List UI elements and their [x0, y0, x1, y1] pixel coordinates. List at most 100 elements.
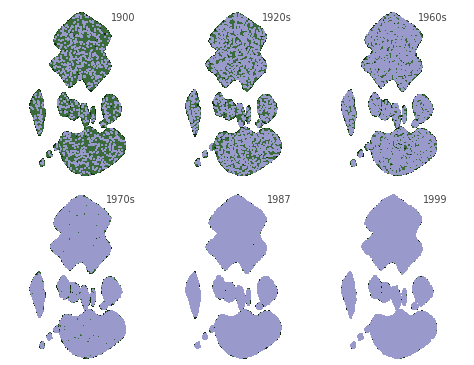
Point	[233, 105, 241, 111]
Point	[403, 138, 410, 143]
Point	[79, 44, 86, 50]
Point	[103, 335, 110, 341]
Point	[58, 61, 66, 67]
Point	[58, 41, 65, 47]
Point	[240, 145, 247, 151]
Point	[246, 257, 254, 263]
Point	[194, 284, 201, 290]
Point	[244, 19, 252, 24]
Point	[194, 299, 202, 305]
Point	[345, 301, 353, 307]
Point	[276, 147, 283, 153]
Point	[238, 321, 246, 327]
Point	[59, 53, 67, 59]
Point	[189, 124, 196, 130]
Point	[96, 151, 103, 157]
Point	[236, 170, 244, 176]
Point	[214, 51, 221, 57]
Point	[101, 247, 109, 253]
Point	[228, 15, 235, 21]
Point	[38, 299, 46, 304]
Point	[82, 130, 90, 136]
Point	[242, 136, 249, 142]
Point	[116, 291, 123, 297]
Point	[87, 34, 94, 39]
Point	[60, 294, 67, 300]
Point	[396, 254, 403, 260]
Point	[268, 115, 276, 120]
Point	[380, 73, 387, 78]
Point	[113, 156, 120, 162]
Point	[404, 312, 412, 318]
Point	[83, 128, 91, 134]
Point	[239, 346, 247, 352]
Point	[379, 55, 386, 61]
Point	[190, 127, 198, 133]
Point	[407, 334, 414, 340]
Point	[191, 299, 199, 304]
Point	[82, 43, 89, 49]
Point	[204, 245, 211, 251]
Point	[384, 15, 392, 20]
Point	[69, 222, 77, 228]
Point	[389, 74, 396, 80]
Point	[63, 48, 70, 54]
Point	[232, 226, 240, 232]
Point	[396, 253, 403, 259]
Point	[96, 62, 103, 68]
Point	[106, 128, 114, 134]
Point	[246, 332, 254, 338]
Point	[37, 104, 45, 110]
Point	[81, 60, 89, 66]
Point	[377, 313, 385, 319]
Point	[228, 255, 236, 261]
Point	[364, 246, 372, 251]
Point	[378, 157, 385, 162]
Point	[245, 78, 252, 84]
Point	[371, 229, 379, 235]
Point	[402, 202, 410, 208]
Point	[395, 63, 403, 69]
Point	[396, 52, 404, 58]
Point	[216, 70, 223, 76]
Point	[84, 243, 91, 249]
Point	[382, 24, 389, 30]
Point	[74, 327, 82, 333]
Point	[413, 101, 420, 107]
Point	[82, 158, 90, 164]
Point	[383, 105, 390, 111]
Point	[39, 340, 46, 346]
Point	[217, 48, 224, 54]
Point	[417, 116, 425, 122]
Point	[37, 110, 45, 115]
Point	[220, 42, 228, 48]
Point	[228, 63, 236, 69]
Point	[381, 263, 389, 269]
Point	[389, 168, 396, 174]
Point	[348, 281, 356, 287]
Point	[73, 330, 81, 336]
Point	[409, 49, 416, 54]
Point	[67, 258, 74, 264]
Point	[65, 208, 73, 214]
Point	[422, 127, 430, 133]
Point	[91, 289, 98, 295]
Point	[388, 30, 396, 36]
Point	[237, 102, 244, 108]
Point	[372, 59, 379, 65]
Point	[414, 322, 421, 328]
Point	[258, 115, 266, 121]
Point	[63, 212, 70, 218]
Point	[96, 158, 104, 164]
Point	[35, 112, 43, 118]
Point	[91, 141, 99, 147]
Point	[246, 334, 254, 339]
Point	[70, 296, 78, 301]
Point	[401, 249, 409, 255]
Point	[249, 61, 256, 66]
Point	[37, 122, 45, 128]
Point	[382, 344, 390, 350]
Point	[230, 68, 237, 73]
Point	[217, 36, 224, 42]
Point	[57, 43, 65, 49]
